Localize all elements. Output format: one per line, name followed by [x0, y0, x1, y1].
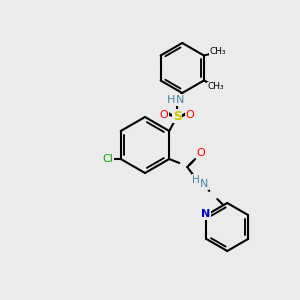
Text: N: N: [201, 209, 210, 219]
Text: O: O: [197, 148, 206, 158]
Text: CH₃: CH₃: [208, 82, 224, 91]
Text: S: S: [173, 110, 182, 122]
Text: CH₃: CH₃: [210, 47, 226, 56]
Text: O: O: [186, 110, 195, 120]
Text: H: H: [192, 175, 200, 185]
Text: N: N: [200, 179, 208, 189]
Text: O: O: [160, 110, 169, 120]
Text: Cl: Cl: [102, 154, 113, 164]
Text: H: H: [167, 95, 176, 105]
Text: N: N: [176, 95, 184, 105]
